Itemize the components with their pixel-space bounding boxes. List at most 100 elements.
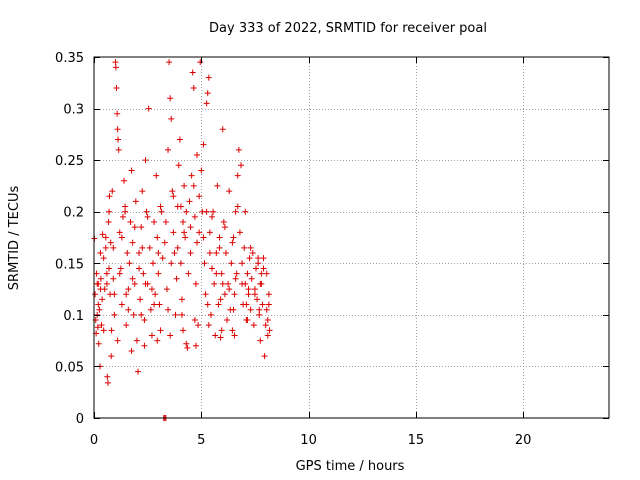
- data-point: [218, 270, 225, 277]
- data-point: [264, 317, 271, 324]
- data-point: [118, 301, 125, 308]
- data-point: [196, 229, 203, 236]
- data-point: [94, 324, 101, 331]
- data-point: [251, 286, 258, 293]
- data-point: [213, 249, 220, 256]
- data-point: [130, 311, 137, 318]
- data-point: [197, 59, 204, 66]
- data-point: [110, 244, 117, 251]
- data-point: [165, 306, 172, 313]
- data-point: [143, 208, 150, 215]
- data-point: [107, 239, 114, 246]
- data-point: [151, 301, 158, 308]
- y-tick-label: 0.35: [55, 51, 84, 66]
- data-point: [95, 340, 102, 347]
- data-point: [126, 260, 133, 267]
- data-point: [114, 337, 121, 344]
- data-point: [137, 296, 144, 303]
- y-tick-label: 0.25: [55, 154, 84, 169]
- grid-lines: [94, 57, 609, 418]
- data-point: [134, 368, 141, 375]
- y-axis-label: SRMTID / TECUs: [7, 186, 22, 291]
- data-point: [168, 115, 175, 122]
- data-point: [226, 286, 233, 293]
- data-point: [142, 157, 149, 164]
- data-point: [92, 291, 99, 298]
- x-tick-label: 15: [408, 433, 425, 448]
- data-point: [103, 270, 110, 277]
- data-point: [181, 229, 188, 236]
- data-point: [147, 306, 154, 313]
- data-point: [168, 260, 175, 267]
- data-point: [141, 342, 148, 349]
- data-point: [214, 182, 221, 189]
- data-point: [102, 244, 109, 251]
- data-point: [228, 260, 235, 267]
- data-point: [119, 213, 126, 220]
- data-point: [204, 90, 211, 97]
- data-point: [224, 317, 231, 324]
- data-point: [182, 234, 189, 241]
- data-point: [131, 280, 138, 287]
- data-point: [109, 188, 116, 195]
- data-point: [261, 353, 268, 360]
- data-point: [245, 286, 252, 293]
- data-point: [209, 213, 216, 220]
- data-point: [162, 219, 169, 226]
- data-point: [198, 167, 205, 174]
- data-point: [217, 334, 224, 341]
- data-point: [146, 244, 153, 251]
- data-point: [104, 379, 111, 386]
- data-point: [256, 306, 263, 313]
- data-point: [113, 84, 120, 91]
- data-point: [185, 270, 192, 277]
- data-point: [150, 260, 157, 267]
- data-point: [200, 141, 207, 148]
- data-point: [234, 172, 241, 179]
- data-point: [95, 301, 102, 308]
- data-point: [262, 322, 269, 329]
- y-tick-label: 0.3: [63, 103, 84, 118]
- data-point: [239, 260, 246, 267]
- data-point: [127, 219, 134, 226]
- data-point: [157, 327, 164, 334]
- y-tick-label: 0.15: [55, 257, 84, 272]
- data-point: [125, 306, 132, 313]
- data-point: [191, 213, 198, 220]
- data-point: [123, 322, 130, 329]
- x-tick-label: 10: [300, 433, 317, 448]
- data-point: [106, 208, 113, 215]
- data-point: [229, 327, 236, 334]
- data-point: [247, 306, 254, 313]
- y-tick-label: 0: [76, 412, 84, 427]
- data-point: [181, 182, 188, 189]
- data-point: [125, 286, 132, 293]
- data-point: [180, 327, 187, 334]
- data-point: [176, 136, 183, 143]
- data-point: [180, 219, 187, 226]
- data-point: [186, 198, 193, 205]
- y-tick-labels: 0 0.05 0.1 0.15 0.2 0.25 0.3 0.35: [55, 51, 84, 427]
- data-point: [100, 327, 107, 334]
- data-point: [172, 311, 179, 318]
- data-point: [153, 172, 160, 179]
- data-point: [209, 265, 216, 272]
- data-point: [139, 188, 146, 195]
- data-point: [219, 280, 226, 287]
- data-point: [218, 327, 225, 334]
- data-point: [116, 270, 123, 277]
- data-point: [142, 280, 149, 287]
- data-point: [148, 286, 155, 293]
- data-point: [221, 224, 228, 231]
- data-point: [110, 275, 117, 282]
- data-point: [97, 249, 104, 256]
- data-point: [258, 280, 265, 287]
- data-point: [203, 208, 210, 215]
- axis-ticks: [94, 57, 609, 419]
- data-point: [221, 291, 228, 298]
- data-point: [215, 301, 222, 308]
- data-point: [247, 244, 254, 251]
- data-point: [175, 162, 182, 169]
- data-point: [115, 146, 122, 153]
- data-point: [187, 224, 194, 231]
